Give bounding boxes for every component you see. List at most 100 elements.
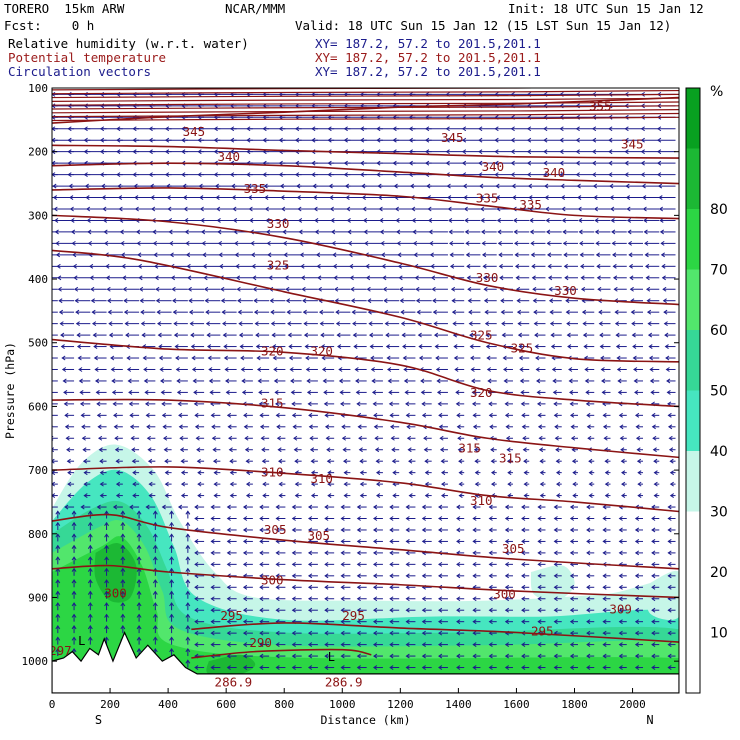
- vector-924: [486, 355, 497, 361]
- vector-head: [338, 367, 343, 372]
- vector-893: [615, 344, 627, 349]
- vector-head: [327, 126, 332, 132]
- vector-head: [526, 137, 532, 143]
- vector-265: [543, 160, 562, 166]
- vector-head: [281, 218, 286, 223]
- vector-head: [126, 355, 131, 361]
- vector-637: [252, 275, 270, 281]
- vector-head: [447, 195, 452, 200]
- vector-head: [288, 344, 293, 349]
- vector-head: [89, 263, 94, 269]
- vector-head: [47, 367, 50, 371]
- vector-head: [189, 321, 194, 327]
- vector-head: [663, 321, 668, 327]
- vector-head: [90, 298, 95, 304]
- vector-head: [349, 275, 354, 281]
- vector-639: [284, 275, 302, 281]
- vector-306: [575, 172, 595, 178]
- vector-909: [240, 355, 253, 361]
- vector-948: [240, 367, 253, 372]
- vector-887: [518, 344, 530, 349]
- vector-head: [567, 344, 572, 349]
- vector-head: [299, 252, 304, 258]
- vector-769: [500, 309, 513, 315]
- vector-head: [549, 309, 554, 315]
- vector-head: [526, 126, 532, 132]
- vector-head: [204, 298, 209, 304]
- vector-head: [529, 229, 534, 235]
- vector-head: [642, 195, 647, 200]
- vector-455: [464, 218, 481, 223]
- vector-head: [104, 240, 109, 246]
- vector-870: [239, 344, 253, 349]
- vector-head: [78, 367, 83, 372]
- vector-902: [126, 355, 140, 361]
- vector-head: [247, 183, 252, 189]
- vector-596: [219, 263, 237, 269]
- vector-head: [61, 367, 67, 372]
- vector-head: [640, 149, 645, 155]
- vector-head: [431, 286, 436, 292]
- vector-head: [641, 183, 646, 189]
- vector-head: [36, 161, 39, 165]
- vector-head: [481, 229, 486, 235]
- vector-head: [377, 183, 382, 189]
- vector-head: [173, 332, 179, 338]
- vector-head: [369, 344, 374, 349]
- vector-head: [560, 183, 565, 189]
- vector-head: [298, 229, 303, 235]
- vector-225: [526, 149, 546, 155]
- vector-739: [646, 298, 660, 304]
- vector-918: [386, 355, 400, 361]
- vector-head: [337, 344, 342, 349]
- vector-head: [181, 172, 186, 178]
- vector-229: [591, 149, 611, 155]
- vector-head: [600, 355, 605, 361]
- vector-head: [176, 378, 181, 384]
- vector-head: [297, 218, 303, 223]
- vector-head: [353, 344, 358, 349]
- vector-head: [624, 172, 629, 178]
- vector-259: [445, 160, 465, 166]
- vector-head: [614, 309, 619, 315]
- vector-974: [665, 367, 676, 372]
- vector-head: [517, 332, 523, 338]
- vector-154: [640, 126, 660, 132]
- vector-head: [461, 137, 467, 143]
- vector-727: [451, 298, 465, 304]
- vector-668: [122, 286, 140, 292]
- vector-head: [479, 195, 484, 200]
- vector-749: [172, 309, 188, 315]
- vector-head: [362, 206, 367, 212]
- vector-648: [430, 275, 448, 281]
- vector-420: [528, 206, 546, 212]
- vector-head: [465, 240, 470, 246]
- vector-head: [401, 332, 406, 338]
- vector-head: [631, 332, 636, 338]
- vector-head: [248, 206, 253, 212]
- vector-head: [333, 275, 338, 281]
- vector-623: [661, 263, 676, 269]
- vector-head: [338, 378, 344, 384]
- vector-579: [579, 252, 595, 258]
- vector-766: [451, 309, 465, 315]
- vector-194: [657, 137, 676, 143]
- vector-head: [284, 263, 289, 269]
- vector-head: [425, 149, 430, 155]
- vector-302: [510, 172, 530, 178]
- vector-head: [311, 172, 316, 178]
- vector-head: [205, 309, 210, 315]
- vector-head: [464, 229, 469, 235]
- vector-830: [222, 332, 237, 338]
- vector-858: [52, 346, 58, 348]
- vector-head: [105, 275, 111, 281]
- vector-head: [266, 229, 271, 235]
- vector-head: [594, 218, 599, 223]
- vector-head: [487, 378, 492, 384]
- vector-head: [289, 367, 294, 372]
- vector-head: [661, 275, 666, 281]
- vector-head: [392, 137, 397, 143]
- vector-750: [188, 309, 205, 315]
- vector-956: [370, 367, 383, 372]
- vector-871: [255, 344, 270, 349]
